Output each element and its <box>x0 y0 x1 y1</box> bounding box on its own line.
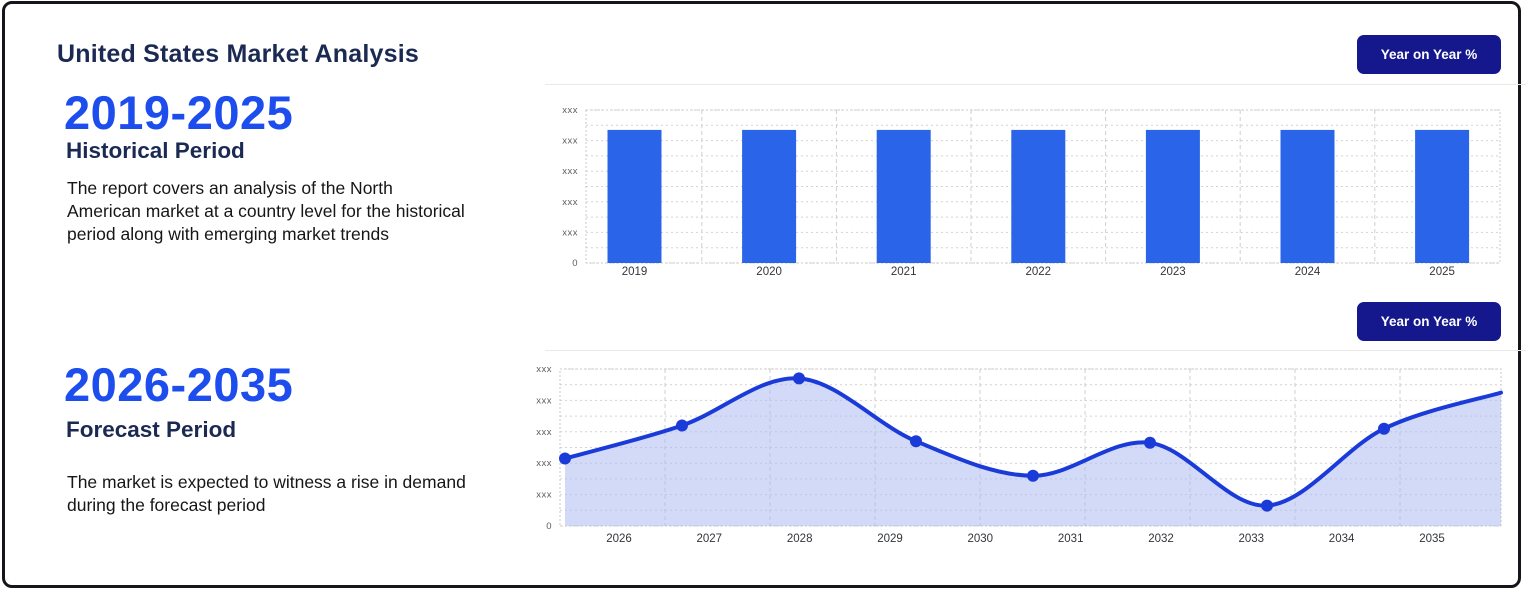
data-point-marker-2 <box>793 372 805 385</box>
y-axis-tick-label: 0 <box>572 258 578 269</box>
bar-2020 <box>742 129 797 263</box>
x-axis-label-2025: 2025 <box>1429 266 1455 278</box>
x-axis-label-2035: 2035 <box>1419 533 1445 545</box>
bar-2021 <box>876 129 931 263</box>
data-point-marker-4 <box>1027 469 1039 482</box>
y-axis-tick-label: 0 <box>546 521 552 532</box>
y-axis-tick-label: xxx <box>562 166 578 177</box>
y-axis-tick-label: xxx <box>536 458 552 469</box>
bar-2023 <box>1145 129 1200 263</box>
data-point-marker-3 <box>910 435 922 448</box>
x-axis-label-2026: 2026 <box>606 533 632 545</box>
x-axis-label-2034: 2034 <box>1329 533 1355 545</box>
data-point-marker-5 <box>1144 436 1156 449</box>
x-axis-label-2024: 2024 <box>1295 266 1321 278</box>
data-point-marker-0 <box>559 452 571 465</box>
historical-range: 2019-2025 <box>64 86 294 139</box>
forecast-description: The market is expected to witness a rise… <box>67 472 466 515</box>
x-axis-label-2028: 2028 <box>787 533 813 545</box>
historical-period-label: Historical Period <box>66 138 245 163</box>
x-axis-label-2027: 2027 <box>697 533 723 545</box>
x-axis-label-2021: 2021 <box>891 266 917 278</box>
forecast-period-label: Forecast Period <box>66 417 237 442</box>
y-axis-tick-label: xxx <box>536 395 552 406</box>
yoy-button-forecast[interactable]: Year on Year % <box>1357 302 1501 341</box>
y-axis-tick-label: xxx <box>562 105 578 116</box>
x-axis-label-2029: 2029 <box>877 533 903 545</box>
separator-top <box>545 84 1526 85</box>
forecast-area-chart: xxx xxx xxx xxx xxx 0 2026 2027 2028 2029 2030 2031… <box>536 364 1503 545</box>
historical-description: The report covers an analysis of the Nor… <box>67 178 465 244</box>
data-point-marker-1 <box>676 419 688 432</box>
yoy-button-historical[interactable]: Year on Year % <box>1357 35 1501 74</box>
x-axis-label-2020: 2020 <box>756 266 782 278</box>
historical-bar-chart: xxx xxx xxx xxx xxx 0 2019 2020 2021 2022 2023 2024… <box>562 105 1501 278</box>
page-title: United States Market Analysis <box>57 40 419 68</box>
data-point-marker-7 <box>1378 422 1390 435</box>
x-axis-label-2022: 2022 <box>1026 266 1052 278</box>
x-axis-label-2033: 2033 <box>1239 533 1265 545</box>
data-point-marker-6 <box>1261 499 1273 512</box>
forecast-area-fill <box>565 378 1501 526</box>
y-axis-tick-label: xxx <box>562 227 578 238</box>
y-axis-tick-label: xxx <box>562 197 578 208</box>
bar-2022 <box>1011 129 1066 263</box>
x-axis-label-2019: 2019 <box>622 266 648 278</box>
forecast-range: 2026-2035 <box>64 358 294 411</box>
y-axis-tick-label: xxx <box>562 136 578 147</box>
x-axis-label-2030: 2030 <box>968 533 994 545</box>
x-axis-label-2032: 2032 <box>1148 533 1174 545</box>
y-axis-tick-label: xxx <box>536 364 552 375</box>
separator-bottom <box>545 350 1526 351</box>
bar-2025 <box>1415 129 1470 263</box>
x-axis-label-2031: 2031 <box>1058 533 1084 545</box>
y-axis-tick-label: xxx <box>536 490 552 501</box>
x-axis-label-2023: 2023 <box>1160 266 1186 278</box>
bar-2019 <box>607 129 662 263</box>
y-axis-tick-label: xxx <box>536 427 552 438</box>
bar-2024 <box>1280 129 1335 263</box>
